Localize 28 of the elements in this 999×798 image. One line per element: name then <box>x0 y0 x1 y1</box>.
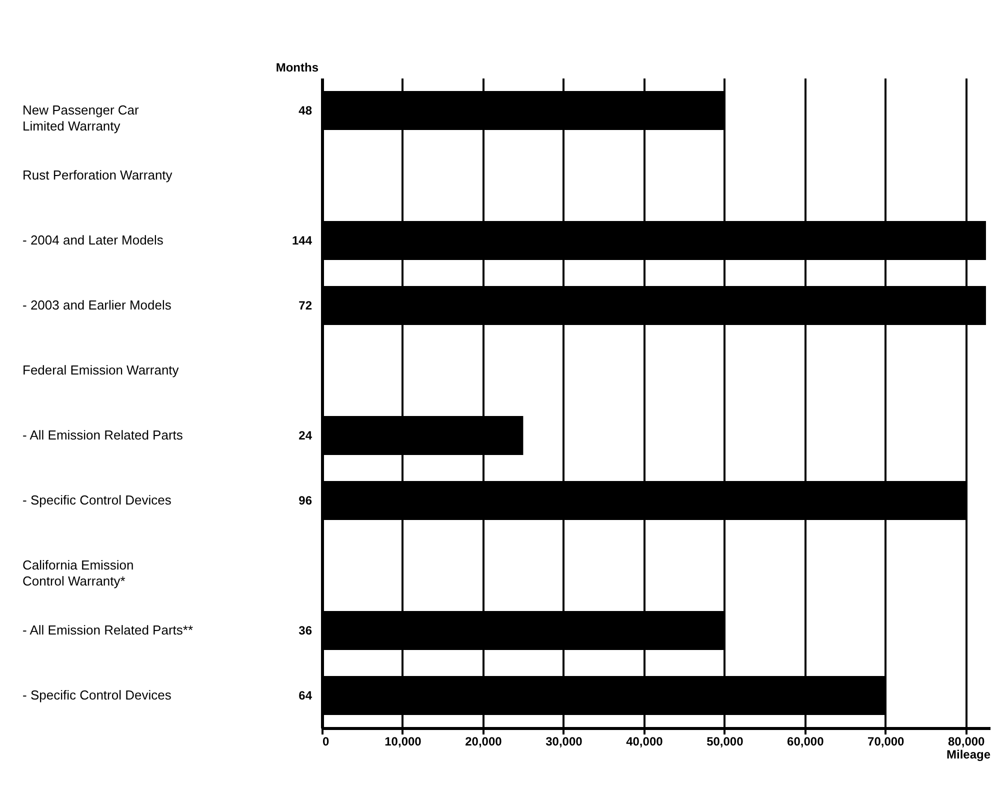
text: 144 <box>292 234 312 248</box>
y-tick-label: - All Emission Related Parts** <box>22 622 194 638</box>
x-tick-label: 40,000 <box>626 734 664 748</box>
y-tick-label: - Specific Control Devices <box>22 688 172 702</box>
x-tick-label: 20,000 <box>465 734 502 748</box>
y-tick-label: Rust Perforation Warranty <box>22 168 173 182</box>
x-tick-label: 0 <box>322 734 330 748</box>
y-tick-label: - All Emission Related Parts <box>22 428 184 442</box>
x-tick-label: 70,000 <box>868 734 905 748</box>
text: 96 <box>298 494 312 508</box>
y-tick-label: - 2003 and Earlier Models <box>22 298 172 312</box>
text: 36 <box>298 624 312 638</box>
y-tick-label: New Passenger Car Limited Warranty <box>22 102 140 134</box>
y-tick-label: California Emission Control Warranty* <box>22 558 134 588</box>
text: 72 <box>298 298 312 312</box>
x-tick-label: 50,000 <box>706 734 744 748</box>
x-tick-label: 80,000 <box>948 734 986 748</box>
y-tick-label: - 2004 and Later Models <box>22 232 164 248</box>
y-tick-label: Federal Emission Warranty <box>22 362 180 378</box>
y-axis-title: Months <box>276 60 319 74</box>
text: 64 <box>298 688 312 702</box>
x-axis-title: Mileage <box>946 748 991 762</box>
text: 48 <box>298 104 312 118</box>
x-tick-label: 10,000 <box>384 734 422 748</box>
x-tick-label: 60,000 <box>787 734 824 748</box>
text: 24 <box>298 428 312 442</box>
y-tick-label: - Specific Control Devices <box>22 492 172 508</box>
x-tick-label: 30,000 <box>546 734 583 748</box>
